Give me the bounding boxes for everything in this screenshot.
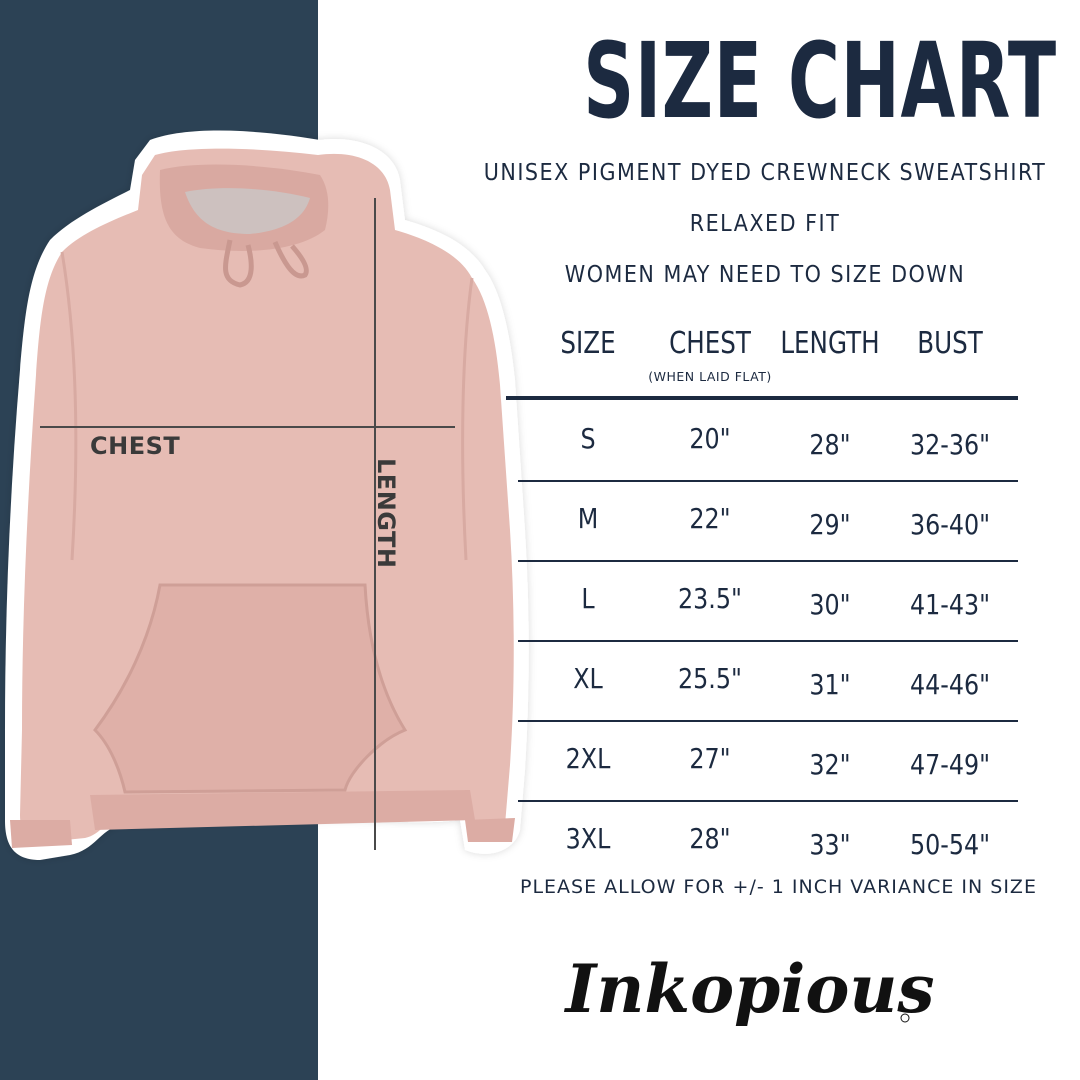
length-cell: 28" (809, 428, 851, 461)
length-cell: 32" (809, 748, 851, 781)
table-row: S 20" 28" 32-36" (518, 402, 1018, 482)
page-title: SIZE CHART (583, 20, 1057, 142)
header-length: LENGTH (780, 326, 880, 361)
row-divider (518, 640, 1018, 642)
sizing-advice: WOMEN MAY NEED TO SIZE DOWN (564, 262, 966, 288)
header-divider (506, 396, 1018, 400)
table-row: 3XL 28" 33" 50-54" (518, 802, 1018, 882)
chest-measure-label: CHEST (90, 432, 181, 460)
bust-cell: 44-46" (909, 668, 991, 701)
bust-cell: 36-40" (909, 508, 991, 541)
table-row: L 23.5" 30" 41-43" (518, 562, 1018, 642)
row-divider (518, 720, 1018, 722)
bust-cell: 32-36" (909, 428, 991, 461)
chest-cell: 25.5" (678, 662, 742, 695)
size-cell: XL (573, 662, 603, 695)
length-cell: 29" (809, 508, 851, 541)
hoodie-illustration (5, 130, 529, 860)
fit-description: RELAXED FIT (689, 211, 841, 237)
bust-cell: 47-49" (909, 748, 991, 781)
length-measure-label: LENGTH (372, 458, 400, 569)
size-cell: L (581, 582, 595, 615)
table-row: XL 25.5" 31" 44-46" (518, 642, 1018, 722)
bust-cell: 50-54" (909, 828, 991, 861)
header-bust: BUST (917, 326, 983, 361)
chest-cell: 28" (689, 822, 731, 855)
brand-wordmark: Inkopious (564, 950, 935, 1028)
chest-cell: 22" (689, 502, 731, 535)
row-divider (518, 800, 1018, 802)
product-name: UNISEX PIGMENT DYED CREWNECK SWEATSHIRT (483, 160, 1047, 186)
length-cell: 30" (809, 588, 851, 621)
size-cell: M (577, 502, 599, 535)
table-row: 2XL 27" 32" 47-49" (518, 722, 1018, 802)
header-chest: CHEST (669, 326, 751, 361)
brand-logo: Inkopious (564, 950, 935, 1028)
table-row: M 22" 29" 36-40" (518, 482, 1018, 562)
chest-header-note: (WHEN LAID FLAT) (648, 369, 772, 384)
chest-cell: 20" (689, 422, 731, 455)
header-size: SIZE (560, 326, 616, 361)
size-cell: 2XL (565, 742, 611, 775)
bust-cell: 41-43" (909, 588, 991, 621)
size-cell: S (580, 422, 596, 455)
chest-cell: 23.5" (678, 582, 742, 615)
length-cell: 31" (809, 668, 851, 701)
row-divider (518, 480, 1018, 482)
variance-note: PLEASE ALLOW FOR +/- 1 INCH VARIANCE IN … (520, 876, 1037, 898)
length-cell: 33" (809, 828, 851, 861)
size-cell: 3XL (565, 822, 611, 855)
row-divider (518, 560, 1018, 562)
chest-cell: 27" (689, 742, 731, 775)
